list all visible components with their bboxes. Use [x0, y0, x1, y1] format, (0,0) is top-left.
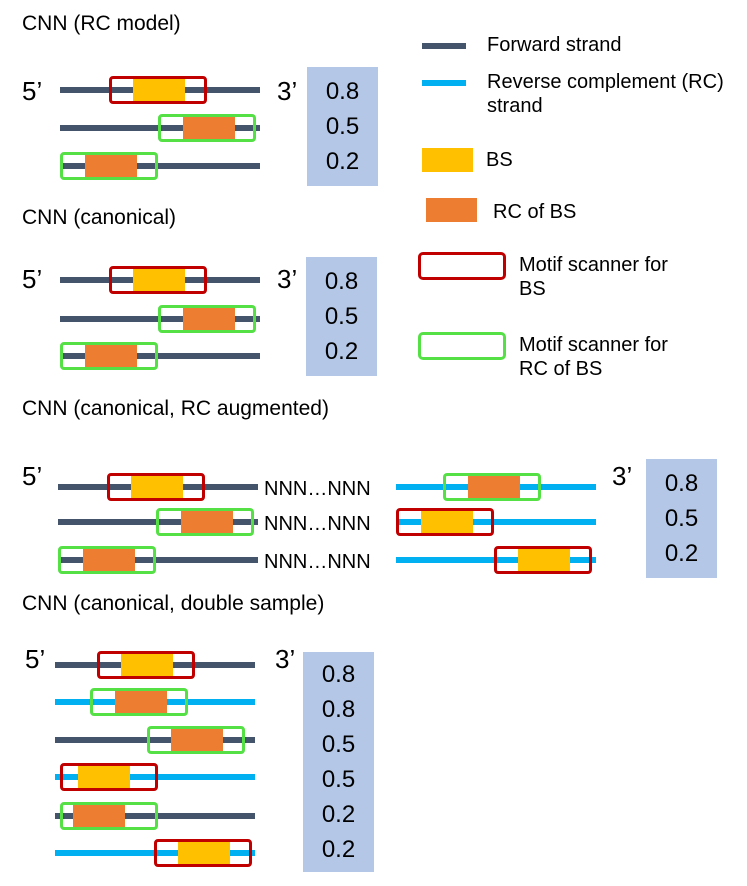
score-value: 0.2 — [664, 540, 699, 567]
score-value: 0.2 — [325, 148, 360, 175]
motif-scanner-bs — [396, 508, 494, 536]
rc-binding-site — [85, 345, 137, 367]
rc-binding-site — [115, 691, 167, 713]
legend-forward-swatch — [422, 43, 466, 49]
five-prime-label: 5’ — [22, 76, 43, 106]
legend-scanner-rc-label: Motif scanner for RC of BS — [519, 334, 668, 380]
motif-scanner-bs — [109, 266, 207, 294]
motif-scanner-rc — [158, 305, 256, 333]
three-prime-label: 3’ — [275, 644, 296, 674]
score-value: 0.5 — [325, 113, 360, 140]
motif-scanner-bs — [494, 546, 592, 574]
score-value: 0.2 — [321, 836, 356, 863]
score-value: 0.2 — [324, 338, 359, 365]
score-value: 0.8 — [325, 78, 360, 105]
three-prime-label: 3’ — [277, 264, 298, 294]
motif-scanner-bs — [60, 763, 158, 791]
rc-binding-site — [85, 155, 137, 177]
score-box: 0.8 0.8 0.5 0.5 0.2 0.2 — [303, 652, 374, 872]
forward-strand — [60, 163, 260, 169]
rc-strand — [396, 519, 596, 525]
legend-rc-label: Reverse complement (RC) strand — [487, 71, 724, 117]
motif-scanner-bs — [107, 473, 205, 501]
motif-scanner-rc — [156, 508, 254, 536]
binding-site — [178, 842, 230, 864]
score-box: 0.8 0.5 0.2 — [307, 67, 378, 186]
binding-site — [78, 766, 130, 788]
motif-scanner-bs — [154, 839, 252, 867]
binding-site — [133, 79, 185, 101]
legend-rc-bs-label: RC of BS — [493, 201, 577, 223]
binding-site — [421, 511, 473, 533]
score-value: 0.5 — [321, 731, 356, 758]
five-prime-label: 5’ — [25, 644, 46, 674]
score-value: 0.5 — [321, 766, 356, 793]
motif-scanner-bs — [97, 651, 195, 679]
legend-forward-label: Forward strand — [487, 34, 622, 56]
legend-scanner-bs-swatch — [418, 252, 506, 280]
rc-binding-site — [183, 117, 235, 139]
score-value: 0.5 — [324, 303, 359, 330]
legend-bs-label: BS — [486, 149, 513, 171]
binding-site — [133, 269, 185, 291]
rc-binding-site — [183, 308, 235, 330]
three-prime-label: 3’ — [277, 76, 298, 106]
rc-binding-site — [73, 805, 125, 827]
motif-scanner-rc — [60, 152, 158, 180]
panel-title-double-sample: CNN (canonical, double sample) — [22, 592, 325, 615]
linker-sequence: NNN…NNN — [264, 551, 371, 573]
motif-scanner-rc — [60, 342, 158, 370]
panel-title-rc-model: CNN (RC model) — [22, 12, 181, 35]
binding-site — [131, 476, 183, 498]
score-value: 0.5 — [664, 505, 699, 532]
motif-scanner-rc — [158, 114, 256, 142]
linker-sequence: NNN…NNN — [264, 513, 371, 535]
score-box: 0.8 0.5 0.2 — [306, 257, 377, 376]
motif-scanner-bs — [109, 76, 207, 104]
rc-binding-site — [181, 511, 233, 533]
legend-rc-swatch — [422, 80, 466, 86]
panel-title-rc-augmented: CNN (canonical, RC augmented) — [22, 397, 329, 420]
legend-scanner-rc-swatch — [418, 332, 506, 360]
legend-rc-bs-swatch — [426, 198, 477, 222]
score-value: 0.8 — [664, 470, 699, 497]
forward-strand — [55, 737, 255, 743]
score-value: 0.8 — [321, 661, 356, 688]
score-box: 0.8 0.5 0.2 — [646, 459, 717, 578]
motif-scanner-rc — [60, 802, 158, 830]
score-value: 0.8 — [321, 696, 356, 723]
linker-sequence: NNN…NNN — [264, 478, 371, 500]
legend-scanner-bs-label: Motif scanner for BS — [519, 254, 668, 300]
motif-scanner-rc — [443, 473, 541, 501]
five-prime-label: 5’ — [22, 461, 43, 491]
score-value: 0.8 — [324, 268, 359, 295]
five-prime-label: 5’ — [22, 264, 43, 294]
score-value: 0.2 — [321, 801, 356, 828]
forward-strand — [58, 557, 258, 563]
forward-strand — [60, 353, 260, 359]
binding-site — [121, 654, 173, 676]
rc-binding-site — [171, 729, 223, 751]
motif-scanner-rc — [58, 546, 156, 574]
motif-scanner-rc — [90, 688, 188, 716]
rc-binding-site — [83, 549, 135, 571]
rc-binding-site — [468, 476, 520, 498]
legend-bs-swatch — [422, 148, 473, 172]
binding-site — [518, 549, 570, 571]
motif-scanner-rc — [147, 726, 245, 754]
three-prime-label: 3’ — [612, 461, 633, 491]
panel-title-canonical: CNN (canonical) — [22, 206, 177, 229]
